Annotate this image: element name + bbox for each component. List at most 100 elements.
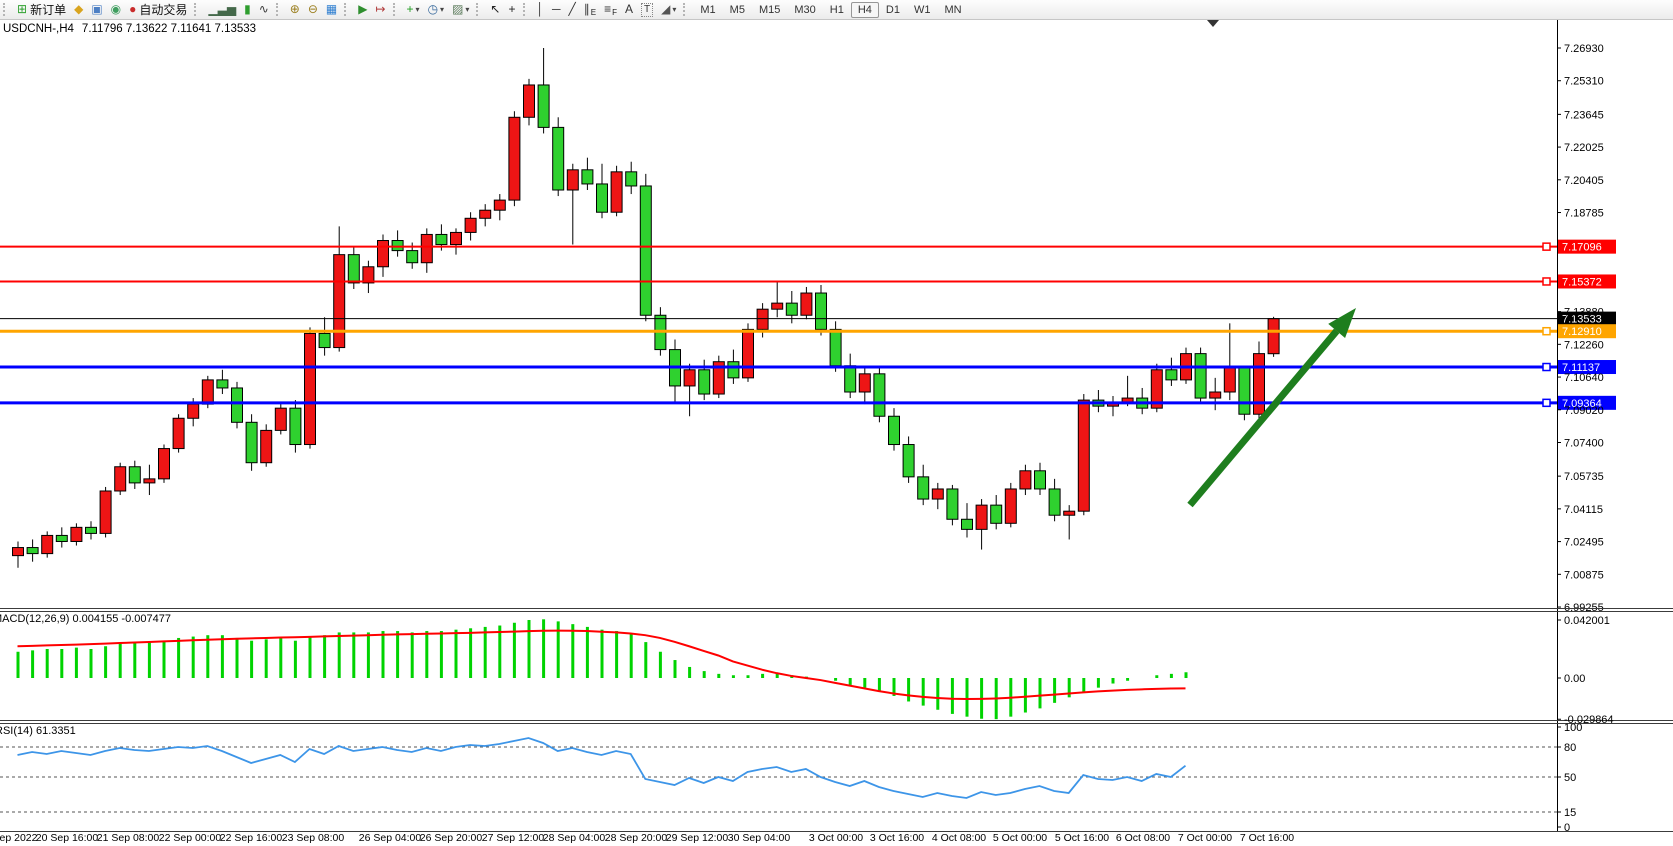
candle-body[interactable] — [888, 415, 900, 446]
candle-body[interactable] — [873, 373, 886, 417]
candle-body[interactable] — [552, 126, 565, 191]
candle-body[interactable] — [785, 302, 798, 316]
candle-body[interactable] — [698, 369, 711, 395]
timeframe-M30[interactable]: M30 — [794, 3, 816, 16]
bar-chart-icon[interactable]: ▁▃▅ — [204, 1, 240, 18]
auto-scroll-icon[interactable]: ▶ — [354, 1, 371, 18]
candle-body[interactable] — [347, 254, 360, 284]
text-icon[interactable]: A — [621, 1, 637, 18]
trend-arrow-head[interactable] — [1328, 308, 1356, 339]
crosshair-icon[interactable]: + — [504, 1, 519, 18]
candle-body[interactable] — [844, 365, 857, 393]
pivot-line-handle[interactable] — [1542, 326, 1551, 336]
candle-body[interactable] — [318, 332, 331, 349]
candle-body[interactable] — [187, 403, 200, 419]
candle-body[interactable] — [508, 116, 521, 201]
candle-body[interactable] — [858, 373, 871, 393]
candle-body[interactable] — [201, 379, 214, 405]
chart-shift-marker[interactable] — [1207, 20, 1219, 27]
candle-body[interactable] — [143, 478, 156, 484]
candle-body[interactable] — [990, 504, 1003, 524]
candle-body[interactable] — [1048, 488, 1061, 516]
candle-body[interactable] — [1194, 353, 1207, 399]
candle-body[interactable] — [245, 421, 258, 464]
candle-body[interactable] — [377, 240, 389, 268]
candle-body[interactable] — [26, 547, 39, 555]
candle-body[interactable] — [55, 534, 68, 542]
candle-body[interactable] — [435, 233, 448, 246]
timeframe-W1[interactable]: W1 — [913, 3, 931, 16]
candle-body[interactable] — [523, 84, 535, 118]
candle-body[interactable] — [1063, 510, 1076, 516]
candle-body[interactable] — [1150, 369, 1163, 409]
candle-body[interactable] — [902, 444, 915, 478]
candle-body[interactable] — [1238, 367, 1251, 415]
candle-body[interactable] — [1019, 470, 1032, 490]
candle-body[interactable] — [274, 407, 287, 431]
candle-body[interactable] — [1209, 391, 1222, 399]
candle-body[interactable] — [41, 534, 54, 555]
candle-body[interactable] — [464, 217, 477, 233]
arrows-button[interactable]: ◢ ▾ — [657, 1, 680, 18]
support-line-2-handle[interactable] — [1542, 398, 1551, 408]
trendline-icon[interactable]: ╱ — [565, 1, 580, 18]
candle-body[interactable] — [815, 292, 827, 330]
trend-arrow-shaft[interactable] — [1187, 328, 1340, 508]
timeframe-M15[interactable]: M15 — [758, 3, 781, 16]
candle-body[interactable] — [742, 328, 754, 379]
new-order-button[interactable]: ⊞ 新订单 — [13, 1, 70, 18]
candle-body[interactable] — [596, 183, 608, 213]
candle-body[interactable] — [566, 169, 579, 191]
timeframe-H4[interactable]: H4 — [850, 1, 879, 18]
candlestick-chart-icon[interactable]: ▮ — [240, 1, 255, 18]
zoom-in-icon[interactable]: ⊕ — [286, 1, 304, 18]
line-chart-icon[interactable]: ∿ — [255, 1, 273, 18]
candle-body[interactable] — [1253, 353, 1265, 415]
candle-body[interactable] — [216, 379, 229, 389]
candle-body[interactable] — [829, 328, 842, 367]
candle-body[interactable] — [1077, 399, 1090, 512]
timeframe-M1[interactable]: M1 — [700, 3, 716, 16]
fibonacci-icon[interactable]: ≡ F — [600, 1, 621, 18]
candle-body[interactable] — [362, 266, 375, 284]
candle-body[interactable] — [537, 84, 550, 128]
text-label-icon[interactable]: T — [637, 1, 657, 18]
templates-button[interactable]: ▨ ▾ — [448, 1, 473, 18]
candle-body[interactable] — [1034, 470, 1046, 490]
candle-body[interactable] — [12, 547, 24, 557]
candle-body[interactable] — [946, 488, 959, 520]
candle-body[interactable] — [289, 407, 302, 446]
candle-body[interactable] — [450, 231, 462, 246]
timeframe-D1[interactable]: D1 — [885, 3, 900, 16]
candle-body[interactable] — [85, 526, 97, 534]
candle-body[interactable] — [479, 209, 492, 219]
candle-body[interactable] — [771, 302, 784, 310]
timeframe-H1[interactable]: H1 — [829, 3, 844, 16]
resistance-line-2-handle[interactable] — [1542, 277, 1551, 286]
candle-body[interactable] — [1165, 369, 1178, 381]
candle-body[interactable] — [493, 199, 506, 211]
candle-body[interactable] — [961, 518, 973, 530]
candle-body[interactable] — [931, 488, 944, 500]
candle-body[interactable] — [158, 448, 170, 480]
candle-body[interactable] — [333, 254, 346, 349]
indicators-button[interactable]: + ▾ — [403, 1, 424, 18]
candle-body[interactable] — [917, 476, 930, 500]
candle-body[interactable] — [304, 332, 316, 446]
vertical-line-icon[interactable]: │ — [533, 1, 549, 18]
navigator-icon[interactable]: ◉ — [107, 1, 125, 18]
periods-button[interactable]: ◷ ▾ — [424, 1, 449, 18]
zoom-out-icon[interactable]: ⊖ — [304, 1, 322, 18]
candle-body[interactable] — [727, 361, 740, 379]
timeframe-MN[interactable]: MN — [944, 3, 962, 16]
resistance-line-1-handle[interactable] — [1542, 242, 1551, 251]
candle-body[interactable] — [625, 171, 638, 187]
support-line-1-handle[interactable] — [1542, 362, 1551, 372]
candle-body[interactable] — [172, 417, 185, 450]
candle-body[interactable] — [406, 250, 419, 264]
horizontal-line-icon[interactable]: ─ — [548, 1, 565, 18]
candle-body[interactable] — [581, 169, 594, 185]
candle-body[interactable] — [800, 292, 813, 316]
cursor-icon[interactable]: ↖ — [486, 1, 504, 18]
data-window-icon[interactable]: ▣ — [87, 1, 106, 18]
